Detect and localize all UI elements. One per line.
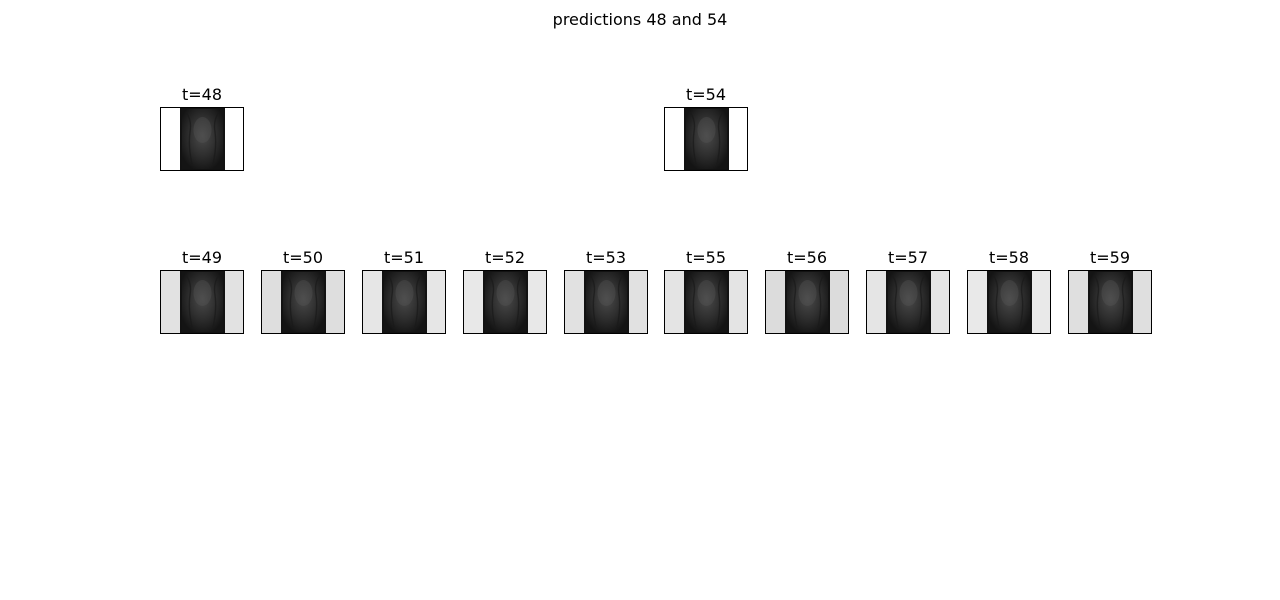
frame-image [1068, 270, 1152, 334]
frame-image [160, 270, 244, 334]
panel-t52: t=52 [463, 248, 547, 344]
frame-graphic [968, 271, 1050, 333]
panel-t55: t=55 [664, 248, 748, 344]
panel-t56: t=56 [765, 248, 849, 344]
panel-title: t=59 [1089, 248, 1131, 267]
frame-graphic [565, 271, 647, 333]
panel-t49: t=49 [160, 248, 244, 344]
frame-graphic [867, 271, 949, 333]
panel-title: t=57 [887, 248, 929, 267]
panel-t51: t=51 [362, 248, 446, 344]
frame-graphic [665, 271, 747, 333]
frame-image [664, 270, 748, 334]
panel-title: t=51 [383, 248, 425, 267]
panel-title: t=58 [988, 248, 1030, 267]
panel-t50: t=50 [261, 248, 345, 344]
frame-image [362, 270, 446, 334]
panel-t48: t=48 [160, 85, 244, 181]
frame-image [664, 107, 748, 171]
panel-title: t=49 [181, 248, 223, 267]
frame-graphic [161, 108, 243, 170]
panel-t59: t=59 [1068, 248, 1152, 344]
panel-title: t=52 [484, 248, 526, 267]
frame-graphic [1069, 271, 1151, 333]
frame-image [765, 270, 849, 334]
panel-title: t=54 [685, 85, 727, 104]
frame-image [967, 270, 1051, 334]
frame-graphic [665, 108, 747, 170]
panel-title: t=48 [181, 85, 223, 104]
frame-image [564, 270, 648, 334]
frame-image [160, 107, 244, 171]
panel-t58: t=58 [967, 248, 1051, 344]
frame-graphic [766, 271, 848, 333]
panel-t54: t=54 [664, 85, 748, 181]
frame-image [261, 270, 345, 334]
frame-image [463, 270, 547, 334]
figure-title: predictions 48 and 54 [552, 10, 728, 29]
frame-graphic [464, 271, 546, 333]
frame-graphic [161, 271, 243, 333]
panel-t53: t=53 [564, 248, 648, 344]
frame-graphic [363, 271, 445, 333]
panel-title: t=50 [282, 248, 324, 267]
panel-title: t=56 [786, 248, 828, 267]
frame-image [866, 270, 950, 334]
panel-t57: t=57 [866, 248, 950, 344]
panel-title: t=53 [585, 248, 627, 267]
panel-title: t=55 [685, 248, 727, 267]
frame-graphic [262, 271, 344, 333]
